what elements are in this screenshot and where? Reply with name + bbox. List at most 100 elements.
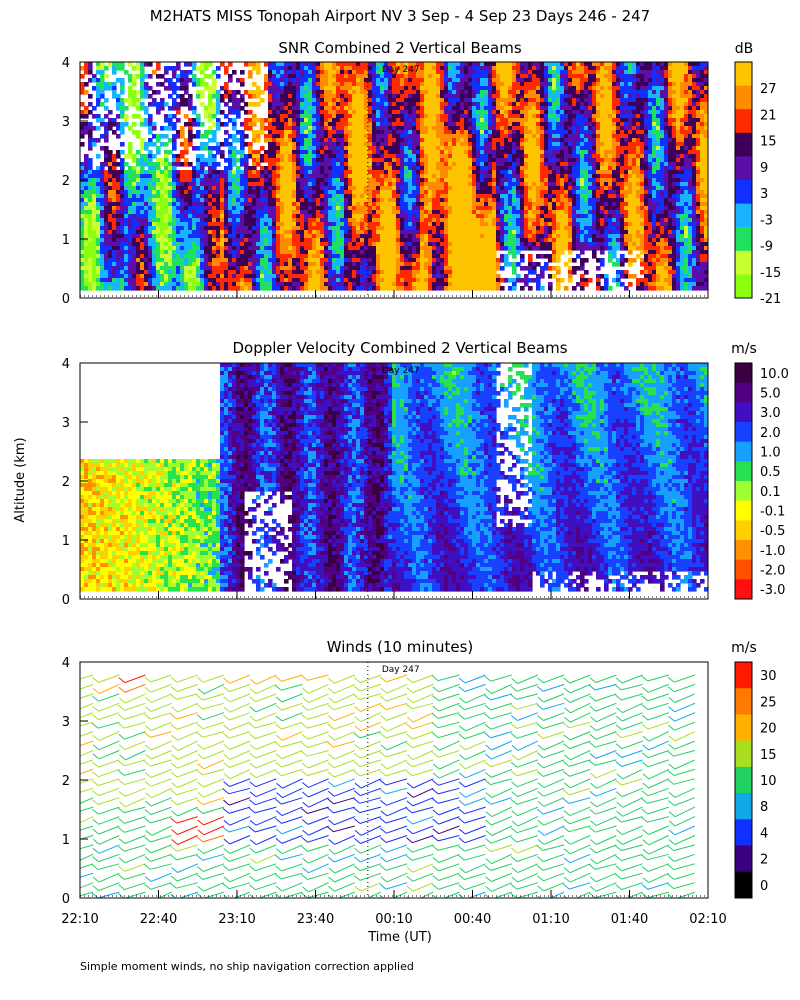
heatmap-cell: [236, 270, 241, 275]
heatmap-cell: [196, 158, 201, 163]
heatmap-cell: [464, 210, 469, 215]
heatmap-cell: [216, 174, 221, 179]
heatmap-cell: [92, 114, 97, 119]
heatmap-cell: [308, 250, 313, 255]
heatmap-cell: [416, 66, 421, 71]
heatmap-cell: [104, 262, 109, 267]
heatmap-cell: [288, 166, 293, 171]
heatmap-cell: [460, 218, 465, 223]
heatmap-cell: [432, 282, 437, 287]
heatmap-cell: [184, 230, 189, 235]
heatmap-cell: [312, 150, 317, 155]
heatmap-cell: [180, 250, 185, 255]
heatmap-cell: [296, 206, 301, 211]
heatmap-cell: [288, 66, 293, 71]
heatmap-cell: [340, 218, 345, 223]
heatmap-cell: [132, 94, 137, 99]
heatmap-cell: [332, 162, 337, 167]
heatmap-cell: [376, 182, 381, 187]
heatmap-cell: [164, 258, 169, 263]
heatmap-cell: [96, 182, 101, 187]
heatmap-cell: [384, 274, 389, 279]
heatmap-cell: [436, 98, 441, 103]
heatmap-cell: [300, 78, 305, 83]
heatmap-cell: [216, 122, 221, 127]
heatmap-cell: [456, 62, 461, 67]
heatmap-cell: [120, 178, 125, 183]
heatmap-cell: [256, 86, 261, 91]
heatmap-cell: [404, 278, 409, 283]
heatmap-cell: [276, 250, 281, 255]
heatmap-cell: [416, 86, 421, 91]
heatmap-cell: [428, 122, 433, 127]
heatmap-cell: [384, 262, 389, 267]
heatmap-cell: [260, 178, 265, 183]
heatmap-cell: [212, 134, 217, 139]
heatmap-cell: [188, 134, 193, 139]
heatmap-cell: [360, 74, 365, 79]
heatmap-cell: [340, 118, 345, 123]
heatmap-cell: [200, 218, 205, 223]
heatmap-cell: [108, 258, 113, 263]
heatmap-cell: [288, 146, 293, 151]
heatmap-cell: [228, 118, 233, 123]
heatmap-cell: [196, 226, 201, 231]
heatmap-cell: [404, 210, 409, 215]
heatmap-cell: [328, 74, 333, 79]
heatmap-cell: [172, 178, 177, 183]
heatmap-cell: [156, 174, 161, 179]
heatmap-cell: [364, 166, 369, 171]
heatmap-cell: [344, 138, 349, 143]
heatmap-cell: [100, 170, 105, 175]
heatmap-cell: [296, 158, 301, 163]
heatmap-cell: [108, 282, 113, 287]
heatmap-cell: [140, 226, 145, 231]
heatmap-cell: [424, 286, 429, 291]
heatmap-cell: [84, 66, 89, 71]
heatmap-cell: [456, 234, 461, 239]
heatmap-cell: [280, 90, 285, 95]
heatmap-cell: [436, 274, 441, 279]
heatmap-cell: [144, 278, 149, 283]
heatmap-cell: [440, 190, 445, 195]
heatmap-cell: [356, 66, 361, 71]
heatmap-cell: [216, 106, 221, 111]
heatmap-cell: [204, 198, 209, 203]
heatmap-cell: [324, 258, 329, 263]
heatmap-cell: [308, 126, 313, 131]
heatmap-cell: [336, 262, 341, 267]
heatmap-cell: [184, 270, 189, 275]
heatmap-cell: [288, 274, 293, 279]
heatmap-cell: [456, 246, 461, 251]
heatmap-cell: [356, 142, 361, 147]
heatmap-cell: [80, 190, 85, 195]
heatmap-cell: [336, 122, 341, 127]
heatmap-cell: [336, 174, 341, 179]
heatmap-cell: [176, 234, 181, 239]
heatmap-cell: [464, 266, 469, 271]
heatmap-cell: [148, 230, 153, 235]
heatmap-cell: [424, 182, 429, 187]
heatmap-cell: [264, 258, 269, 263]
heatmap-cell: [396, 102, 401, 107]
heatmap-cell: [260, 238, 265, 243]
heatmap-cell: [236, 182, 241, 187]
heatmap-cell: [436, 254, 441, 259]
heatmap-cell: [272, 94, 277, 99]
heatmap-cell: [348, 254, 353, 259]
heatmap-cell: [320, 66, 325, 71]
heatmap-cell: [252, 94, 257, 99]
heatmap-cell: [288, 286, 293, 291]
heatmap-cell: [144, 274, 149, 279]
heatmap-cell: [280, 270, 285, 275]
heatmap-cell: [232, 90, 237, 95]
heatmap-cell: [304, 166, 309, 171]
heatmap-cell: [92, 126, 97, 131]
heatmap-cell: [444, 258, 449, 263]
heatmap-cell: [232, 254, 237, 259]
heatmap-cell: [460, 258, 465, 263]
heatmap-cell: [412, 266, 417, 271]
heatmap-cell: [428, 250, 433, 255]
heatmap-cell: [400, 62, 405, 67]
heatmap-cell: [120, 174, 125, 179]
